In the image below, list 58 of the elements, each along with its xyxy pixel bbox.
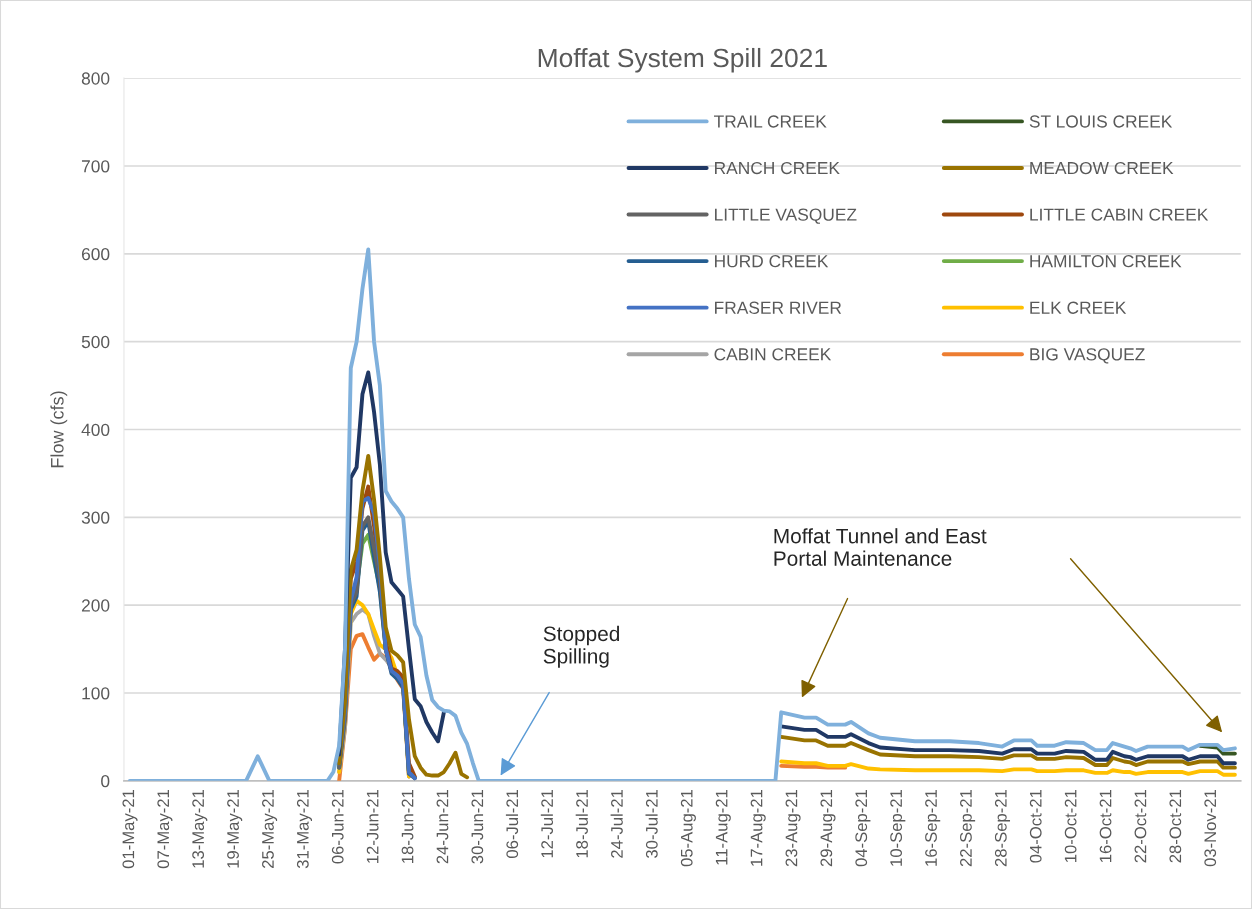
line-series — [127, 247, 1237, 781]
x-tick-label: 23-Aug-21 — [785, 789, 801, 867]
legend-label: TRAIL CREEK — [714, 115, 827, 128]
x-tick-label: 16-Sep-21 — [925, 789, 941, 866]
legend-label: HURD CREEK — [715, 255, 829, 268]
y-tick-label: 600 — [81, 248, 110, 261]
x-tick-label: 29-Aug-21 — [820, 789, 836, 867]
x-tick-label: 19-May-21 — [227, 789, 243, 868]
x-tick-label: 12-Jul-21 — [540, 789, 554, 858]
y-tick-label: 800 — [81, 72, 110, 85]
legend-label: LITTLE CABIN CREEK — [1030, 208, 1209, 221]
annotation: Moffat Tunnel and East Portal Maintenance — [774, 528, 987, 566]
legend-label: RANCH CREEK — [715, 161, 840, 175]
legend-label: HAMILTON CREEK — [1030, 255, 1182, 268]
x-tick-label: 12-Jun-21 — [366, 789, 379, 863]
legend-label: ST LOUIS CREEK — [1029, 115, 1173, 128]
x-tick-label: 13-May-21 — [192, 789, 208, 868]
x-tick-label: 25-May-21 — [262, 789, 278, 868]
x-tick-label: 06-Jun-21 — [331, 789, 344, 864]
x-tick-label: 30-Jun-21 — [471, 789, 484, 864]
legend-label: ELK CREEK — [1030, 301, 1127, 314]
y-tick-label: 700 — [81, 160, 110, 173]
y-tick-label: 100 — [82, 687, 110, 700]
x-tick-label: 18-Jul-21 — [575, 789, 588, 858]
legend-label: FRASER RIVER — [715, 301, 842, 314]
annotation: Stopped Spilling — [543, 625, 620, 668]
x-tick-label: 05-Aug-21 — [680, 789, 696, 867]
x-tick-label: 18-Jun-21 — [401, 789, 414, 863]
x-tick-label: 07-May-21 — [157, 789, 173, 869]
x-tick-label: 04-Oct-21 — [1029, 789, 1042, 863]
x-tick-label: 11-Aug-21 — [715, 789, 731, 865]
x-tick-label: 03-Nov-21 — [1204, 789, 1217, 867]
legend-label: CABIN CREEK — [714, 348, 832, 361]
y-tick-label: 200 — [81, 599, 110, 612]
x-tick-label: 10-Oct-21 — [1064, 789, 1077, 862]
y-axis-title: Flow (cfs) — [50, 391, 68, 468]
x-tick-label: 28-Sep-21 — [994, 789, 1011, 867]
x-tick-label: 22-Oct-21 — [1134, 789, 1147, 863]
chart-title: Moffat System Spill 2021 — [538, 47, 827, 73]
legend-label: BIG VASQUEZ — [1030, 348, 1145, 364]
x-tick-label: 17-Aug-21 — [750, 789, 766, 866]
x-tick-label: 04-Sep-21 — [855, 789, 871, 867]
legend-label: MEADOW CREEK — [1030, 161, 1174, 175]
legend-label: LITTLE VASQUEZ — [715, 208, 857, 224]
x-tick-label: 24-Jun-21 — [436, 789, 449, 864]
x-tick-label: 10-Sep-21 — [890, 789, 906, 866]
x-tick-label: 31-May-21 — [296, 789, 313, 869]
x-tick-label: 28-Oct-21 — [1169, 789, 1182, 863]
x-tick-label: 24-Jul-21 — [610, 789, 623, 858]
x-tick-label: 16-Oct-21 — [1099, 789, 1112, 862]
x-tick-label: 30-Jul-21 — [645, 789, 658, 859]
y-tick-label: 500 — [81, 335, 110, 349]
y-tick-label: 400 — [81, 423, 110, 436]
y-tick-label: 300 — [81, 511, 110, 524]
y-tick-label: 0 — [101, 775, 110, 788]
x-tick-label: 06-Jul-21 — [505, 789, 519, 858]
x-tick-label: 22-Sep-21 — [960, 789, 976, 867]
x-tick-label: 01-May-21 — [122, 789, 138, 869]
